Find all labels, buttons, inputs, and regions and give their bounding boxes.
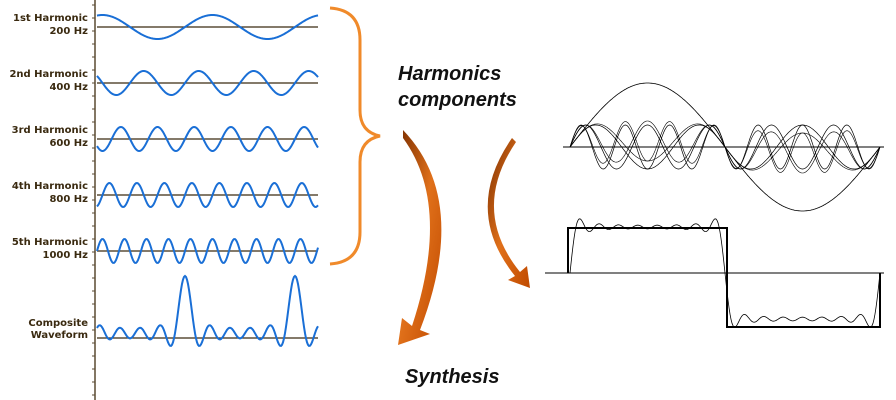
harmonic-name: 4th Harmonic xyxy=(12,181,88,192)
fourier-approx xyxy=(569,218,881,328)
arrow-components xyxy=(487,138,530,288)
harmonic-name: 3rd Harmonic xyxy=(12,125,88,136)
harmonics-panel: 1st Harmonic 200 Hz 2nd Harmonic 400 Hz 3rd … xyxy=(9,4,319,396)
harmonic-frequency: 400 Hz xyxy=(49,82,88,93)
harmonic-frequency: 200 Hz xyxy=(49,26,88,37)
components-label: components xyxy=(398,89,517,111)
components-label: Harmonics xyxy=(398,63,501,85)
harmonic-wave xyxy=(96,70,319,96)
harmonic-name: 2nd Harmonic xyxy=(9,69,88,80)
harmonic-wave xyxy=(96,238,319,264)
harmonic-frequency: 600 Hz xyxy=(49,138,88,149)
harmonic-name: 1st Harmonic xyxy=(13,13,88,24)
harmonic xyxy=(569,121,881,173)
composite-wave xyxy=(96,274,319,347)
composite-label: Composite xyxy=(28,318,88,329)
harmonic-wave xyxy=(96,181,319,209)
harmonic-name: 5th Harmonic xyxy=(12,237,88,248)
synthesis-label: Synthesis xyxy=(405,366,499,388)
synthesis-panel xyxy=(545,82,884,328)
harmonic-wave xyxy=(96,125,319,153)
harmonic-frequency: 800 Hz xyxy=(49,194,88,205)
brace xyxy=(329,6,381,266)
composite-label: Waveform xyxy=(31,330,88,341)
square-wave xyxy=(567,227,881,328)
harmonic-frequency: 1000 Hz xyxy=(42,250,88,261)
harmonic-wave xyxy=(96,14,319,40)
arrow-synthesis xyxy=(398,130,442,345)
